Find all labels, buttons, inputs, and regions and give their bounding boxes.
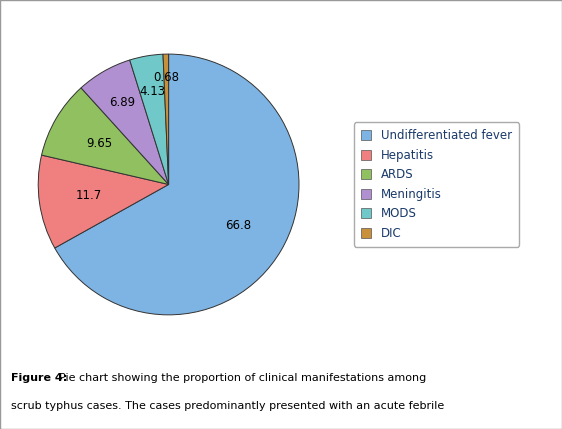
Wedge shape bbox=[81, 60, 169, 184]
Text: 9.65: 9.65 bbox=[86, 137, 112, 150]
Text: 6.89: 6.89 bbox=[109, 97, 135, 109]
Wedge shape bbox=[55, 54, 299, 315]
Text: scrub typhus cases. The cases predominantly presented with an acute febrile: scrub typhus cases. The cases predominan… bbox=[11, 401, 445, 411]
Text: 4.13: 4.13 bbox=[139, 85, 166, 99]
Text: Figure 4:: Figure 4: bbox=[11, 373, 67, 383]
Legend: Undifferentiated fever, Hepatitis, ARDS, Meningitis, MODS, DIC: Undifferentiated fever, Hepatitis, ARDS,… bbox=[354, 122, 519, 247]
Text: 66.8: 66.8 bbox=[225, 219, 251, 232]
Wedge shape bbox=[130, 54, 169, 184]
Text: Pie chart showing the proportion of clinical manifestations among: Pie chart showing the proportion of clin… bbox=[59, 373, 426, 383]
Text: 11.7: 11.7 bbox=[75, 189, 102, 202]
Wedge shape bbox=[42, 88, 169, 184]
Text: 0.68: 0.68 bbox=[153, 71, 179, 84]
Wedge shape bbox=[38, 155, 169, 248]
Wedge shape bbox=[163, 54, 169, 184]
